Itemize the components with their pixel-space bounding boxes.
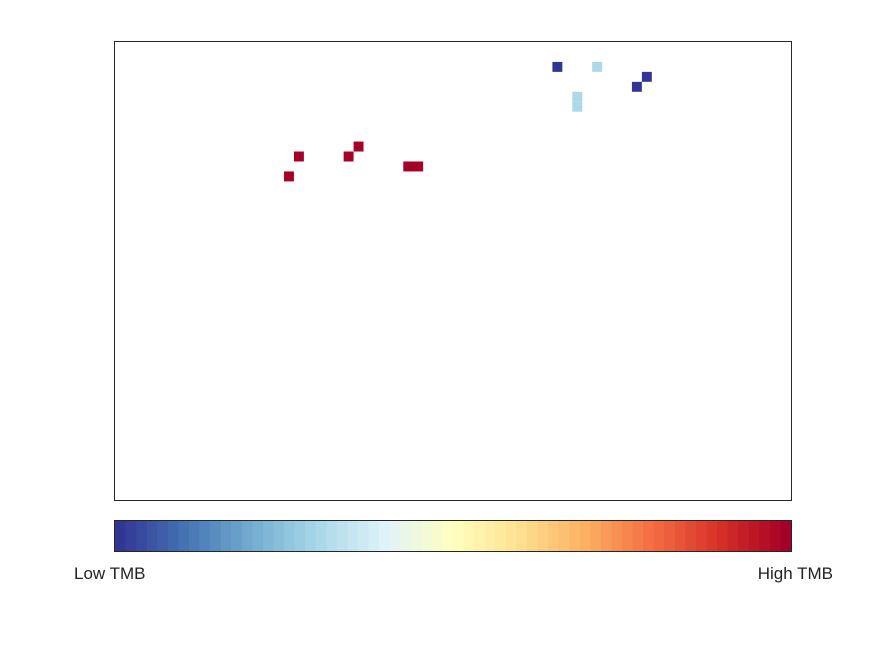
colorbar-band [685,521,697,551]
colorbar-band [717,521,729,551]
colorbar-band [537,521,549,551]
plot-frame [114,41,792,501]
colorbar-band [590,521,602,551]
colorbar-band [463,521,475,551]
colorbar-band [347,521,359,551]
colorbar-band [294,521,306,551]
colorbar-band [421,521,433,551]
heatmap-cell [293,151,304,162]
heatmap-cells [284,61,652,182]
colorbar-band [284,521,296,551]
colorbar-band [548,521,560,551]
colorbar-band [442,521,454,551]
colorbar-band [188,521,201,551]
colorbar-band [706,521,718,551]
colorbar-band [579,521,591,551]
colorbar-band [167,521,179,551]
colorbar-band [157,521,169,551]
colorbar-band [220,521,232,551]
heatmap-cell [641,71,652,82]
colorbar-frame [114,520,792,552]
colorbar-band [664,521,676,551]
colorbar-band [622,521,634,551]
colorbar-band [643,521,655,551]
heatmap-cell [572,91,583,102]
colorbar-band [389,521,401,551]
colorbar-band [453,521,465,551]
heatmap-cell [592,61,603,72]
colorbar-band [474,521,486,551]
colorbar-band [695,521,708,551]
heatmap-cell [284,171,294,182]
colorbar-band [431,521,444,551]
colorbar-band [526,521,539,551]
heatmap-cell [353,141,364,152]
colorbar-band [357,521,370,551]
colorbar-band [336,521,348,551]
colorbar-band [505,521,517,551]
colorbar-band [178,521,190,551]
heatmap-cell [403,161,424,172]
colorbar-band [759,521,771,551]
colorbar-band [780,521,792,551]
heatmap-cell [631,81,642,92]
colorbar-band [410,521,422,551]
colorbar-low-label: Low TMB [74,564,146,583]
colorbar-band [769,521,782,551]
colorbar-band [674,521,686,551]
heatmap-cell [343,151,354,162]
colorbar [115,521,792,551]
heatmap-cell [552,61,563,72]
colorbar-band [262,521,275,551]
colorbar-band [210,521,222,551]
colorbar-band [379,521,391,551]
colorbar-band [484,521,496,551]
colorbar-band [495,521,507,551]
colorbar-band [653,521,665,551]
colorbar-band [558,521,570,551]
colorbar-band [632,521,644,551]
colorbar-band [273,521,285,551]
colorbar-band [305,521,317,551]
colorbar-band [600,521,613,551]
colorbar-high-label: High TMB [757,564,833,583]
heatmap-cell [572,101,583,112]
colorbar-band [727,521,739,551]
colorbar-band [315,521,327,551]
colorbar-band [611,521,623,551]
colorbar-band [400,521,412,551]
colorbar-band [569,521,581,551]
colorbar-band [146,521,158,551]
colorbar-band [326,521,338,551]
colorbar-band [368,521,380,551]
colorbar-band [516,521,528,551]
colorbar-band [241,521,253,551]
colorbar-band [748,521,760,551]
colorbar-band [115,521,127,551]
colorbar-band [738,521,750,551]
colorbar-band [252,521,264,551]
colorbar-band [199,521,211,551]
colorbar-band [136,521,148,551]
colorbar-band [231,521,243,551]
colorbar-band [125,521,137,551]
